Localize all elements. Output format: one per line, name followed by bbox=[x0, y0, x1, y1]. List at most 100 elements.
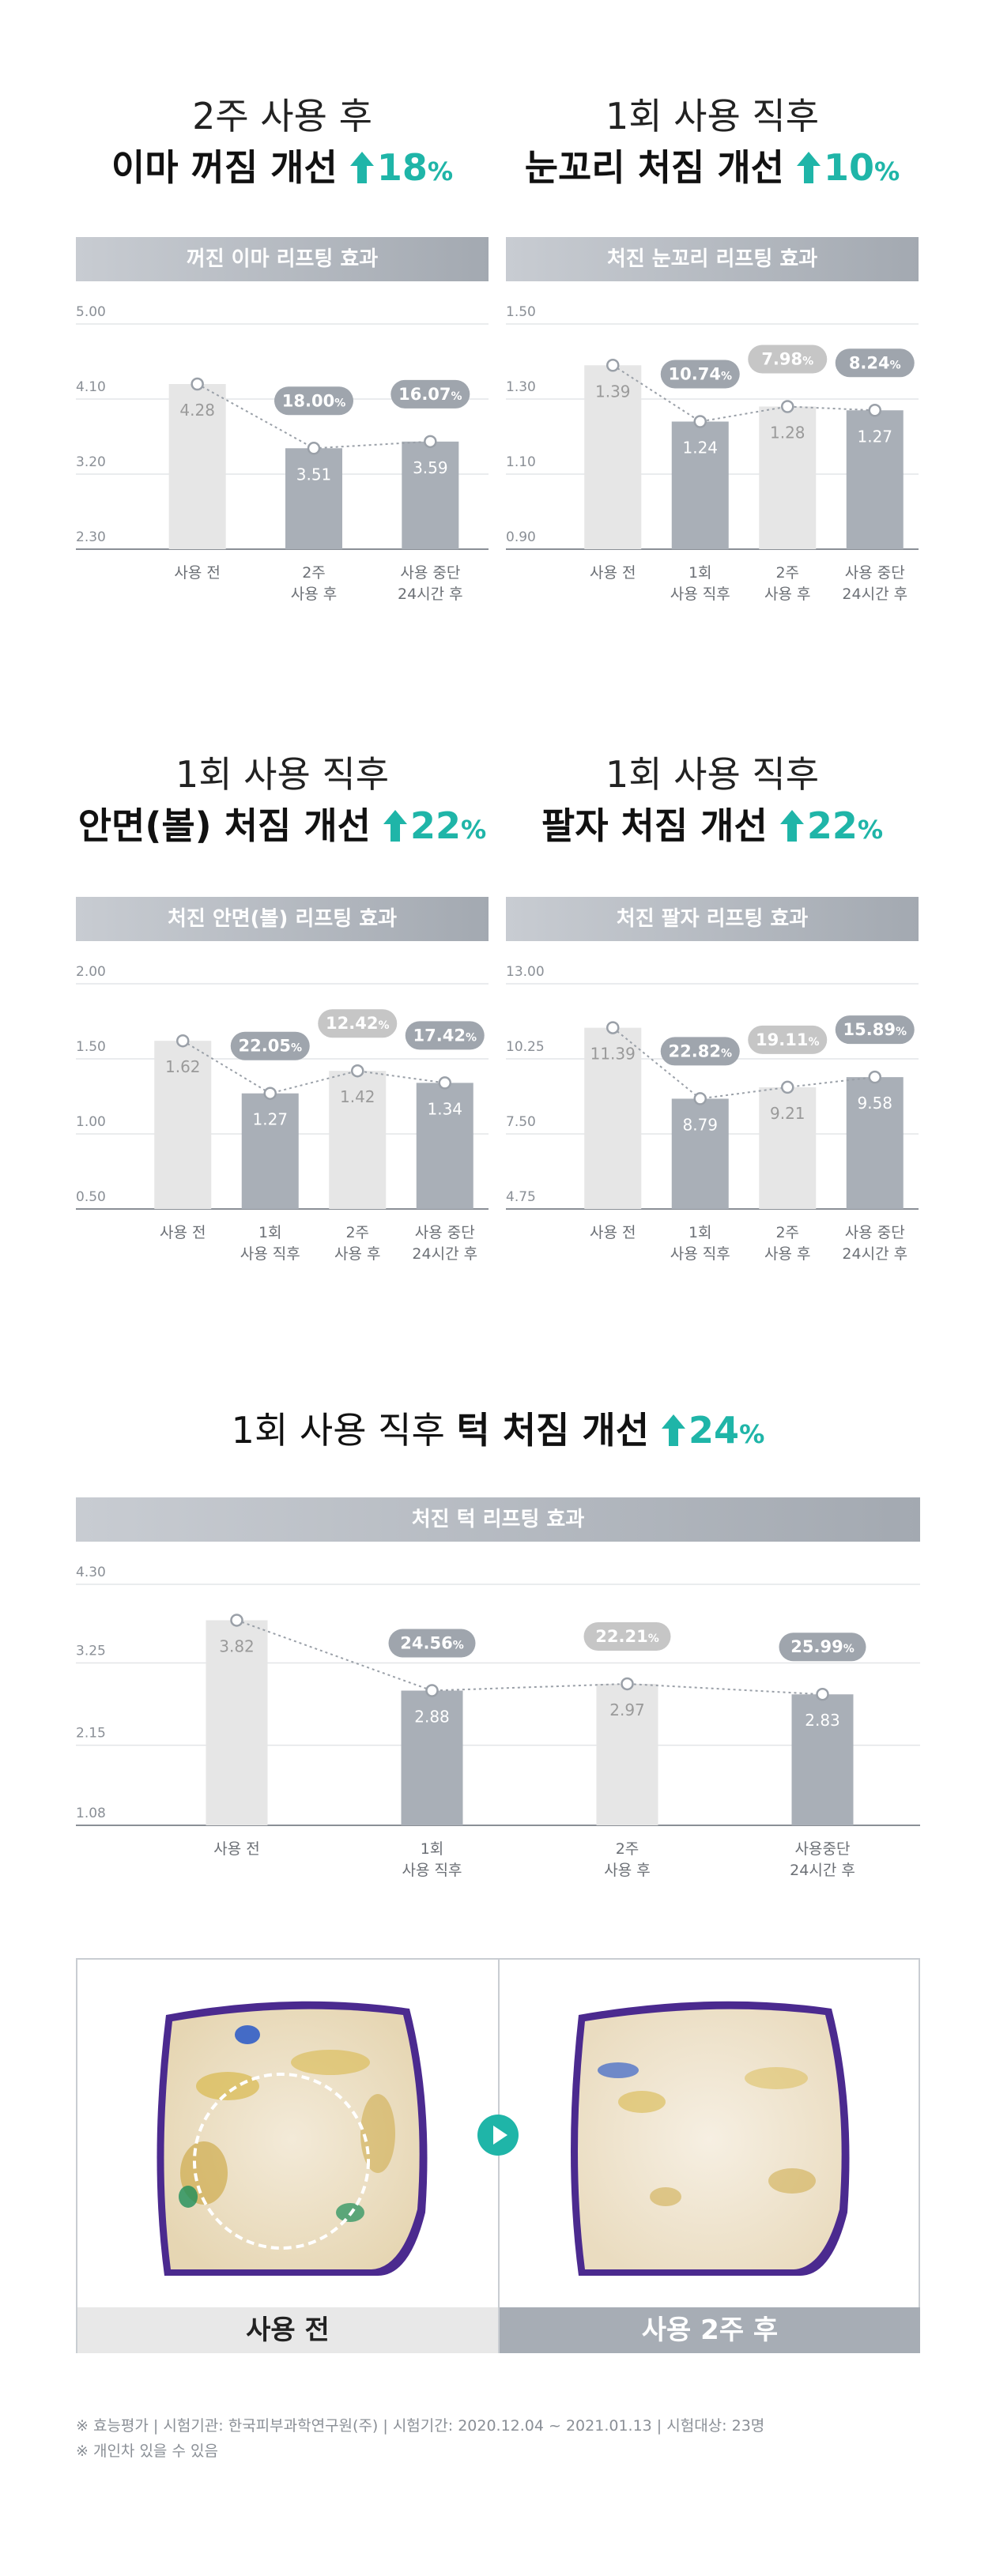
bar-value-label: 3.82 bbox=[219, 1636, 255, 1655]
section-heading-nasolabial: 1회 사용 직후 팔자 처짐 개선 22% bbox=[506, 753, 919, 851]
percent-unit: % bbox=[466, 1031, 477, 1044]
y-tick-label: 3.25 bbox=[76, 1643, 106, 1659]
x-category-label: 2주 bbox=[345, 1224, 369, 1241]
bar-value-label: 1.24 bbox=[682, 439, 718, 458]
y-tick-label: 4.30 bbox=[76, 1565, 106, 1580]
trend-line bbox=[612, 364, 875, 423]
bar-value-label: 9.21 bbox=[770, 1104, 805, 1123]
chart-title-bar: 꺼진 이마 리프팅 효과 bbox=[76, 237, 489, 281]
data-point bbox=[816, 1687, 829, 1701]
x-category-label: 사용 전 bbox=[590, 1224, 636, 1241]
percent-unit: % bbox=[334, 397, 345, 409]
percent-badge bbox=[660, 1037, 740, 1066]
bar bbox=[791, 1694, 854, 1825]
x-category-label: 사용 직후 bbox=[670, 1245, 730, 1263]
arrow-up-icon bbox=[779, 808, 804, 851]
divider bbox=[498, 1960, 500, 2353]
y-tick-label: 1.50 bbox=[76, 1039, 106, 1055]
bar-value-label: 3.59 bbox=[413, 458, 448, 477]
x-category-label: 24시간 후 bbox=[842, 586, 907, 603]
x-category-label: 24시간 후 bbox=[398, 586, 463, 603]
improvement-percent: 22% bbox=[806, 804, 884, 848]
before-skin-scan-image bbox=[77, 1960, 498, 2307]
bar-value-label: 1.42 bbox=[340, 1087, 375, 1106]
percent-unit: % bbox=[721, 1047, 732, 1060]
improvement-percent: 10% bbox=[824, 146, 900, 190]
x-category-label: 24시간 후 bbox=[842, 1245, 907, 1263]
percent-unit: % bbox=[291, 1042, 302, 1055]
y-tick-label: 1.30 bbox=[506, 379, 536, 395]
heading-subtitle: 1회 사용 직후 bbox=[605, 95, 820, 137]
bar-value-label: 11.39 bbox=[590, 1045, 636, 1064]
x-category-label: 1회 bbox=[258, 1224, 282, 1241]
y-tick-label: 4.75 bbox=[506, 1189, 536, 1205]
bar-value-label: 4.28 bbox=[179, 401, 215, 420]
arrow-up-icon bbox=[383, 808, 408, 851]
percent-unit: % bbox=[451, 390, 462, 403]
y-tick-label: 1.10 bbox=[506, 454, 536, 470]
heading-title: 안면(볼) 처짐 개선 22% bbox=[76, 804, 489, 851]
bar bbox=[416, 1083, 473, 1209]
data-point bbox=[307, 442, 321, 455]
percent-unit: % bbox=[802, 356, 813, 368]
bar bbox=[846, 1077, 904, 1209]
percent-unit: % bbox=[453, 1640, 464, 1652]
x-category-label: 2주 bbox=[775, 564, 799, 582]
y-tick-label: 3.20 bbox=[76, 454, 106, 470]
percent-badge bbox=[583, 1621, 671, 1651]
data-point bbox=[425, 1684, 439, 1697]
heading-title: 눈꼬리 처짐 개선 10% bbox=[506, 146, 919, 193]
data-point bbox=[781, 400, 794, 413]
bar bbox=[596, 1683, 658, 1825]
percent-badge bbox=[230, 1031, 310, 1060]
data-point bbox=[191, 377, 204, 391]
bar-value-label: 1.28 bbox=[770, 424, 805, 443]
play-circle-icon[interactable] bbox=[477, 2115, 519, 2156]
data-point bbox=[868, 1070, 881, 1084]
percent-badge-label: 15.89% bbox=[843, 1020, 907, 1039]
footnote-disclaimer: ※ 개인차 있을 수 있음 bbox=[76, 2442, 218, 2460]
x-category-label: 사용 중단 bbox=[845, 1224, 905, 1241]
y-tick-label: 13.00 bbox=[506, 964, 545, 980]
heading-subtitle: 2주 사용 후 bbox=[192, 95, 372, 137]
percent-badge bbox=[274, 386, 353, 416]
x-category-label: 1회 bbox=[689, 1224, 712, 1241]
x-category-label: 사용 직후 bbox=[402, 1862, 462, 1879]
x-category-label: 사용 중단 bbox=[415, 1224, 475, 1241]
y-tick-label: 0.90 bbox=[506, 529, 536, 545]
x-category-label: 1회 bbox=[421, 1840, 444, 1858]
data-point bbox=[693, 1092, 707, 1105]
after-label: 사용 2주 후 bbox=[500, 2307, 920, 2353]
bar-value-label: 8.79 bbox=[682, 1115, 718, 1134]
y-tick-label: 7.50 bbox=[506, 1114, 536, 1130]
bar bbox=[329, 1071, 387, 1209]
percent-unit: % bbox=[378, 1019, 389, 1032]
y-tick-label: 2.00 bbox=[76, 964, 106, 980]
percent-unit: % bbox=[721, 371, 732, 383]
percent-unit: % bbox=[648, 1633, 659, 1645]
data-point bbox=[868, 404, 881, 417]
percent-unit: % bbox=[890, 359, 901, 371]
x-category-label: 사용 직후 bbox=[240, 1245, 300, 1263]
bar bbox=[759, 406, 817, 549]
trend-line bbox=[182, 1040, 445, 1094]
y-tick-label: 2.15 bbox=[76, 1726, 106, 1742]
arrow-up-icon bbox=[662, 1412, 686, 1456]
heading-title: 팔자 처짐 개선 22% bbox=[506, 804, 919, 851]
y-tick-label: 2.30 bbox=[76, 529, 106, 545]
x-category-label: 사용 전 bbox=[160, 1224, 206, 1241]
percent-badge bbox=[660, 360, 740, 389]
bar bbox=[671, 1098, 729, 1209]
bar bbox=[584, 365, 642, 549]
before-label: 사용 전 bbox=[77, 2307, 498, 2353]
y-tick-label: 4.10 bbox=[76, 379, 106, 395]
x-category-label: 사용 직후 bbox=[670, 586, 730, 603]
percent-badge bbox=[748, 1025, 828, 1054]
bar-value-label: 1.27 bbox=[252, 1110, 288, 1129]
improvement-percent: 18% bbox=[376, 146, 454, 190]
y-tick-label: 1.50 bbox=[506, 304, 536, 320]
bar-value-label: 9.58 bbox=[857, 1094, 892, 1113]
improvement-percent: 22% bbox=[410, 804, 487, 848]
x-category-label: 사용 전 bbox=[213, 1840, 259, 1858]
